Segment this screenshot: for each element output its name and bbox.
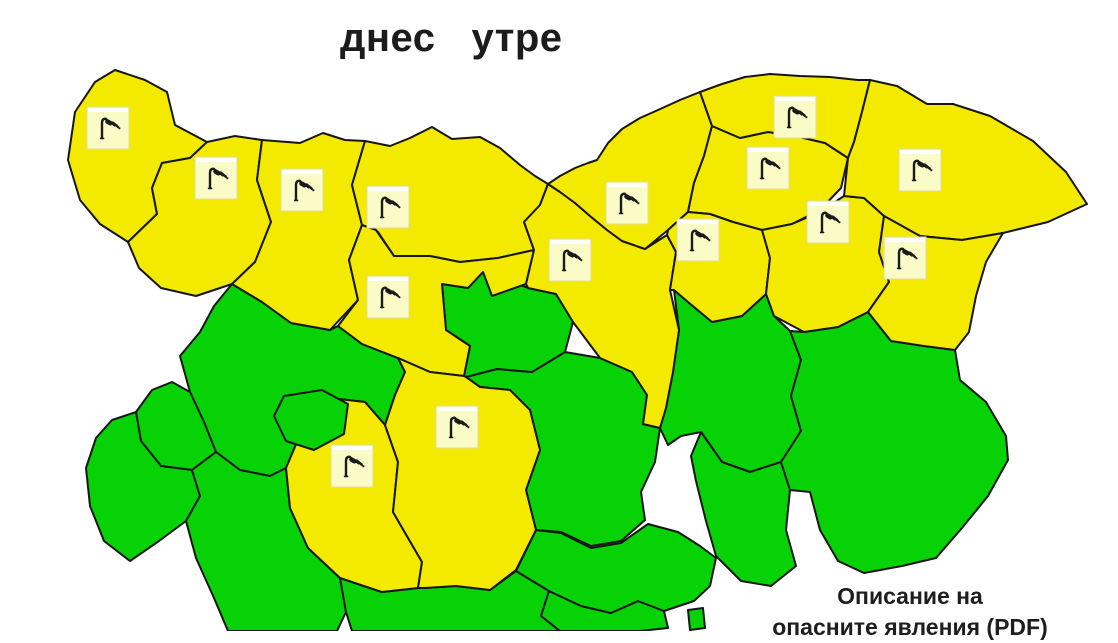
windsock-icon (773, 95, 817, 139)
windsock-icon (898, 148, 942, 192)
warning-icon-box-top-strip (748, 148, 788, 152)
warning-icon-box (194, 156, 238, 200)
region-kyustendil[interactable] (85, 411, 201, 562)
warning-icon-box-top-strip (88, 108, 128, 112)
region-kardzhali[interactable] (687, 607, 706, 631)
pdf-description-link[interactable]: Описание на опасните явления (PDF) (740, 581, 1080, 643)
warning-icon-box (366, 185, 410, 229)
windsock-icon (676, 218, 720, 262)
windsock-icon (330, 444, 374, 488)
warning-icon-box-top-strip (196, 158, 236, 162)
region-burgas[interactable] (780, 311, 1009, 574)
warning-icon-box (366, 275, 410, 319)
warning-icon-box-top-strip (368, 277, 408, 281)
warning-icon-box (86, 106, 130, 150)
warning-icon-box (435, 405, 479, 449)
windsock-icon (86, 106, 130, 150)
windsock-icon (280, 168, 324, 212)
tab-tomorrow[interactable]: утре (471, 16, 563, 60)
pdf-link-line2: опасните явления (PDF) (772, 614, 1048, 640)
warning-icon-box (883, 236, 927, 280)
region-sofia-city[interactable] (273, 389, 349, 451)
tab-today[interactable]: днес (340, 16, 436, 60)
windsock-icon (366, 275, 410, 319)
warning-icon-box (330, 444, 374, 488)
windsock-icon (883, 236, 927, 280)
pdf-link-line1: Описание на (837, 583, 983, 609)
windsock-icon (194, 156, 238, 200)
warning-icon-box (806, 200, 850, 244)
warning-icon-box-top-strip (550, 240, 590, 244)
windsock-icon (548, 238, 592, 282)
region-yambol[interactable] (690, 431, 797, 587)
warning-icon-box-top-strip (775, 97, 815, 101)
warning-icon-box (773, 95, 817, 139)
warning-icon-box-top-strip (808, 202, 848, 206)
warning-icon-box (898, 148, 942, 192)
warning-icon-box (548, 238, 592, 282)
region-lovech[interactable] (337, 224, 535, 377)
windsock-icon (605, 181, 649, 225)
warning-icon-box-top-strip (282, 170, 322, 174)
warning-icon-box (280, 168, 324, 212)
windsock-icon (366, 185, 410, 229)
warning-icon-box (676, 218, 720, 262)
warning-icon-box-top-strip (332, 446, 372, 450)
windsock-icon (746, 146, 790, 190)
warning-icon-box-top-strip (607, 183, 647, 187)
windsock-icon (806, 200, 850, 244)
warning-icon-box-top-strip (678, 220, 718, 224)
windsock-icon (435, 405, 479, 449)
warning-icon-box-top-strip (900, 150, 940, 154)
warning-icon-box-top-strip (368, 187, 408, 191)
region-haskovo[interactable] (515, 523, 717, 614)
warning-icon-box-top-strip (437, 407, 477, 411)
region-plovdiv[interactable] (384, 357, 541, 591)
warning-icon-box (746, 146, 790, 190)
warning-icon-box-top-strip (885, 238, 925, 242)
warning-icon-box (605, 181, 649, 225)
day-tabs: днес утре (340, 16, 563, 61)
